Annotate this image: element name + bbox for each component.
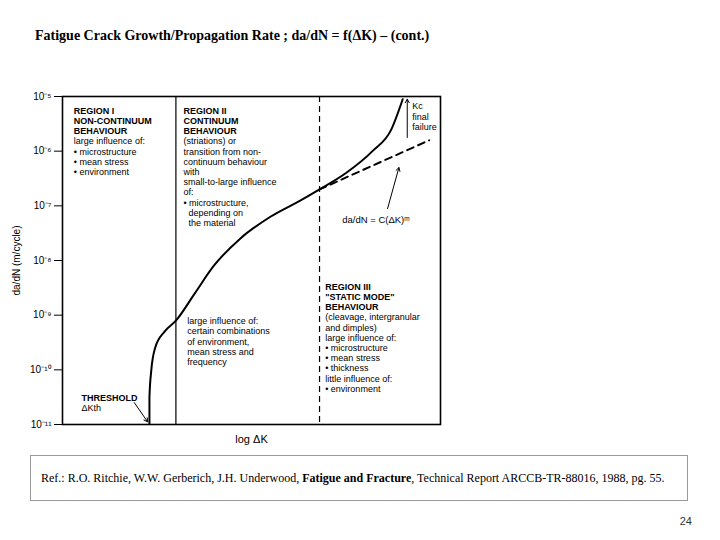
svg-text:ΔKth: ΔKth bbox=[81, 403, 101, 413]
svg-text:10⁻¹⁰: 10⁻¹⁰ bbox=[30, 364, 51, 375]
svg-text:• microstructure,: • microstructure, bbox=[183, 198, 248, 208]
svg-text:of:: of: bbox=[183, 187, 193, 197]
svg-text:the material: the material bbox=[183, 218, 235, 228]
svg-text:Kc: Kc bbox=[412, 101, 423, 111]
svg-text:frequency: frequency bbox=[187, 357, 227, 367]
svg-text:final: final bbox=[412, 112, 429, 122]
svg-text:• environment: • environment bbox=[74, 167, 130, 177]
svg-text:certain combinations: certain combinations bbox=[187, 326, 270, 336]
svg-text:large influence of:: large influence of: bbox=[187, 316, 258, 326]
svg-text:continuum behaviour: continuum behaviour bbox=[183, 157, 267, 167]
svg-text:(cleavage, intergranular: (cleavage, intergranular bbox=[325, 312, 420, 322]
svg-text:da/dN (m/cycle): da/dN (m/cycle) bbox=[11, 225, 22, 295]
svg-text:REGION III: REGION III bbox=[325, 282, 371, 292]
svg-text:10⁻⁸: 10⁻⁸ bbox=[33, 255, 51, 266]
svg-text:BEHAVIOUR: BEHAVIOUR bbox=[325, 302, 379, 312]
svg-text:with: with bbox=[182, 167, 199, 177]
svg-text:• thickness: • thickness bbox=[325, 363, 369, 373]
svg-text:da/dN = C(ΔK)ᵐ: da/dN = C(ΔK)ᵐ bbox=[342, 214, 410, 225]
svg-text:10⁻¹¹: 10⁻¹¹ bbox=[31, 419, 52, 430]
svg-text:NON-CONTINUUM: NON-CONTINUUM bbox=[74, 116, 152, 126]
svg-text:and dimples): and dimples) bbox=[325, 323, 377, 333]
svg-text:large influence of:: large influence of: bbox=[325, 333, 396, 343]
svg-text:mean stress and: mean stress and bbox=[187, 347, 254, 357]
svg-text:• environment: • environment bbox=[325, 384, 381, 394]
html-text:Ref.: R.O. Ritchie, W.W. Gerbe: Ref.: R.O. Ritchie, W.W. Gerberich, J.H.… bbox=[41, 470, 665, 485]
svg-text:• microstructure: • microstructure bbox=[325, 343, 388, 353]
svg-text:• microstructure: • microstructure bbox=[74, 147, 137, 157]
svg-text:BEHAVIOUR: BEHAVIOUR bbox=[183, 126, 237, 136]
svg-text:REGION I: REGION I bbox=[74, 106, 115, 116]
svg-text:depending on: depending on bbox=[183, 208, 243, 218]
svg-text:failure: failure bbox=[412, 122, 437, 132]
svg-text:10⁻⁷: 10⁻⁷ bbox=[34, 200, 52, 211]
svg-text:of environment,: of environment, bbox=[187, 337, 249, 347]
svg-text:• mean stress: • mean stress bbox=[325, 353, 380, 363]
svg-text:BEHAVIOUR: BEHAVIOUR bbox=[74, 126, 128, 136]
html-text:24: 24 bbox=[679, 515, 692, 527]
svg-text:REGION II: REGION II bbox=[183, 106, 226, 116]
svg-text:(striations) or: (striations) or bbox=[183, 136, 236, 146]
svg-text:• mean stress: • mean stress bbox=[74, 157, 129, 167]
svg-text:10⁻⁶: 10⁻⁶ bbox=[33, 145, 51, 156]
svg-text:"STATIC MODE": "STATIC MODE" bbox=[325, 292, 394, 302]
svg-text:CONTINUUM: CONTINUUM bbox=[183, 116, 238, 126]
svg-text:large influence of:: large influence of: bbox=[74, 136, 145, 146]
svg-text:10⁻⁵: 10⁻⁵ bbox=[33, 91, 51, 102]
svg-text:little influence of:: little influence of: bbox=[325, 374, 392, 384]
html-text:Fatigue Crack Growth/Propagati: Fatigue Crack Growth/Propagation Rate ; … bbox=[35, 28, 430, 43]
svg-text:THRESHOLD: THRESHOLD bbox=[81, 393, 137, 403]
svg-text:transition from non-: transition from non- bbox=[183, 147, 261, 157]
svg-text:log ΔK: log ΔK bbox=[235, 433, 268, 445]
svg-text:10⁻⁹: 10⁻⁹ bbox=[33, 309, 51, 320]
svg-text:small-to-large influence: small-to-large influence bbox=[183, 177, 276, 187]
